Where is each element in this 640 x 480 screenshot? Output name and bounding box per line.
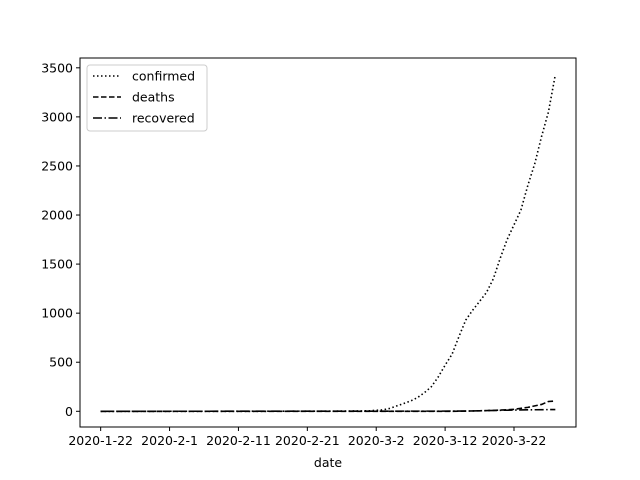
x-tick-label: 2020-1-22 — [68, 433, 133, 448]
legend-label-deaths: deaths — [132, 90, 175, 105]
y-tick-label: 500 — [49, 355, 73, 370]
legend-label-recovered: recovered — [132, 111, 195, 126]
series-line-deaths — [100, 400, 556, 413]
x-axis-label: date — [314, 455, 342, 470]
legend-label-confirmed: confirmed — [132, 69, 195, 84]
series-line-confirmed — [100, 74, 557, 413]
y-tick-label: 2000 — [41, 208, 73, 223]
x-tick-label: 2020-3-22 — [482, 433, 547, 448]
legend-box — [86, 64, 208, 132]
x-tick-label: 2020-3-12 — [413, 433, 478, 448]
y-axis-ticks: 0 500 1000 1500 2000 2500 3000 3500 — [41, 60, 80, 419]
x-tick-label: 2020-2-1 — [141, 433, 198, 448]
series-line-recovered — [100, 408, 556, 413]
x-tick-label: 2020-2-11 — [206, 433, 271, 448]
y-tick-label: 1500 — [41, 257, 73, 272]
y-tick-label: 3000 — [41, 109, 73, 124]
y-tick-label: 2500 — [41, 158, 73, 173]
y-tick-label: 1000 — [41, 306, 73, 321]
y-tick-label: 3500 — [41, 60, 73, 75]
y-tick-label: 0 — [65, 404, 73, 419]
plot-lines — [100, 74, 557, 413]
x-axis-ticks: 2020-1-22 2020-2-1 2020-2-11 2020-2-21 2020-… — [68, 427, 546, 448]
plot-frame — [79, 57, 577, 428]
x-tick-label: 2020-3-2 — [348, 433, 405, 448]
legend: confirmed deaths recovered — [86, 64, 208, 132]
x-tick-label: 2020-2-21 — [275, 433, 340, 448]
